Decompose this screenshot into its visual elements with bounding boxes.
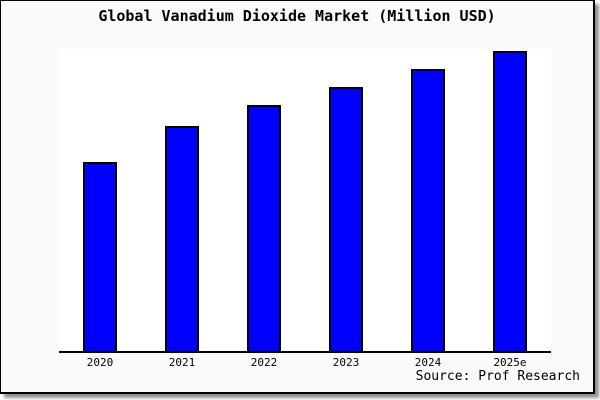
bar-2021	[165, 126, 199, 351]
x-tick-label-2022: 2022	[250, 356, 278, 369]
bar-2025e	[493, 51, 527, 351]
x-tick-label-2021: 2021	[168, 356, 196, 369]
x-tick-label-2025e: 2025e	[493, 356, 527, 369]
x-tick-label-2023: 2023	[332, 356, 360, 369]
plot-area	[59, 49, 551, 353]
source-note: Source: Prof Research	[415, 369, 580, 384]
x-tick-label-2020: 2020	[86, 356, 114, 369]
bar-2023	[329, 87, 363, 351]
bar-group	[59, 49, 551, 351]
chart-panel: Global Vanadium Dioxide Market (Million …	[0, 0, 595, 394]
x-axis-labels: 2020 2021 2022 2023 2024 2025e	[59, 357, 551, 369]
x-tick-label-2024: 2024	[414, 356, 442, 369]
chart-title: Global Vanadium Dioxide Market (Million …	[98, 7, 496, 25]
bar-2024	[411, 69, 445, 351]
bar-2020	[83, 162, 117, 351]
bar-2022	[247, 105, 281, 351]
